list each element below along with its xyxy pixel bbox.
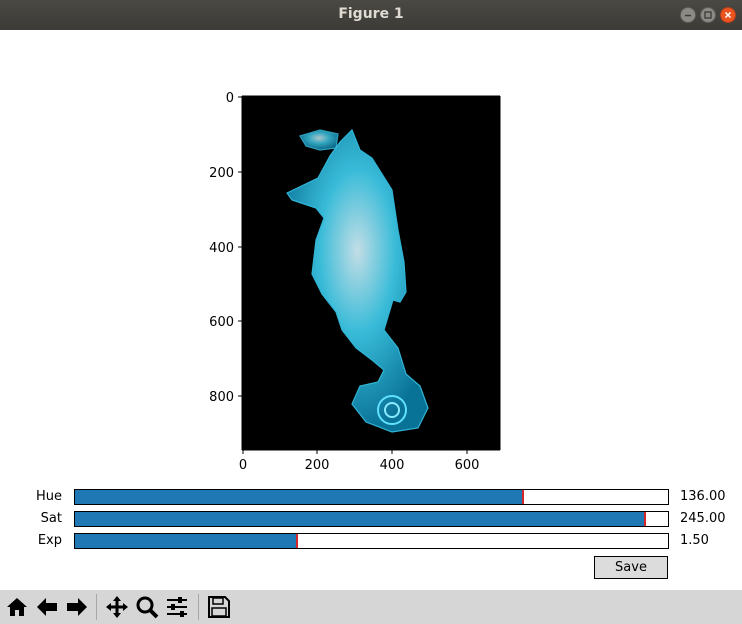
forward-arrow-icon[interactable] [64, 594, 90, 620]
window-title: Figure 1 [338, 6, 404, 22]
toolbar-separator [198, 594, 199, 620]
seahorse-image [286, 128, 429, 433]
sat-slider-handle[interactable] [643, 512, 646, 526]
zoom-icon[interactable] [134, 594, 160, 620]
y-axis: 0 200 400 600 800 [209, 91, 242, 405]
exp-slider-fill [75, 534, 298, 548]
sat-slider-fill [75, 512, 645, 526]
hue-slider[interactable] [74, 489, 669, 505]
exp-slider-label: Exp [37, 533, 62, 548]
hue-slider-fill [75, 490, 523, 504]
exp-slider[interactable] [74, 533, 669, 549]
image-axes[interactable]: 0 200 400 600 800 0 200 400 600 [0, 30, 742, 500]
navigation-toolbar [0, 590, 742, 624]
toolbar-separator [96, 594, 97, 620]
x-tick-label: 0 [239, 458, 247, 473]
pan-icon[interactable] [104, 594, 130, 620]
hue-slider-value: 136.00 [680, 489, 726, 504]
home-icon[interactable] [4, 594, 30, 620]
close-button[interactable] [720, 7, 736, 23]
minimize-button[interactable] [680, 7, 696, 23]
sat-slider-label: Sat [40, 511, 62, 526]
x-tick-label: 400 [380, 458, 405, 473]
y-tick-label: 800 [209, 390, 234, 405]
image-frame [241, 95, 501, 451]
exp-slider-handle[interactable] [296, 534, 299, 548]
y-tick-label: 600 [209, 315, 234, 330]
sat-slider-value: 245.00 [680, 511, 726, 526]
save-icon[interactable] [206, 594, 232, 620]
maximize-icon [704, 11, 712, 19]
hue-slider-handle[interactable] [521, 490, 524, 504]
hue-slider-label: Hue [35, 489, 62, 504]
exp-slider-value: 1.50 [680, 533, 709, 548]
x-tick-label: 600 [455, 458, 480, 473]
y-tick-label: 200 [209, 166, 234, 181]
sat-slider[interactable] [74, 511, 669, 527]
y-tick-label: 0 [226, 91, 234, 106]
configure-subplots-icon[interactable] [164, 594, 190, 620]
y-tick-label: 400 [209, 241, 234, 256]
x-tick-label: 200 [305, 458, 330, 473]
minimize-icon [685, 14, 691, 17]
save-button[interactable]: Save [594, 556, 668, 579]
x-axis: 0 200 400 600 [239, 450, 480, 473]
figure-canvas: 0 200 400 600 800 0 200 400 600 Hue 136.… [0, 30, 742, 590]
title-bar: Figure 1 [0, 0, 742, 30]
back-arrow-icon[interactable] [34, 594, 60, 620]
maximize-button[interactable] [700, 7, 716, 23]
close-icon [724, 11, 732, 19]
